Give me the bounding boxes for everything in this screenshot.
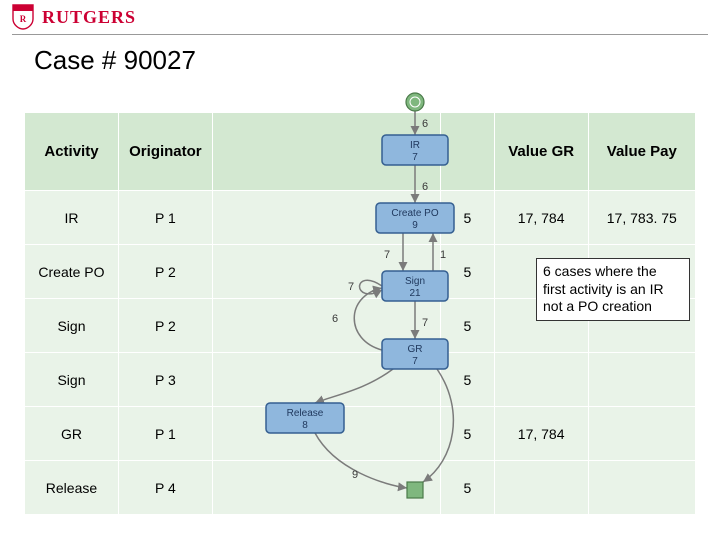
- cell-activity: GR: [25, 407, 119, 461]
- col-value-pay: Value Pay: [588, 113, 695, 191]
- rutgers-shield-icon: R: [12, 4, 34, 30]
- brand-wordmark: RUTGERS: [42, 7, 136, 28]
- cell-partial: 5: [441, 191, 495, 245]
- cell-value_pay: [588, 353, 695, 407]
- cell-value_pay: 17, 783. 75: [588, 191, 695, 245]
- cell-activity: Release: [25, 461, 119, 515]
- cell-originator: P 2: [118, 245, 212, 299]
- col-value-gr: Value GR: [494, 113, 588, 191]
- cell-spacer: [212, 461, 440, 515]
- cell-value_pay: [588, 461, 695, 515]
- cell-originator: P 1: [118, 191, 212, 245]
- header-divider: [12, 34, 708, 35]
- cell-originator: P 4: [118, 461, 212, 515]
- col-partial: [441, 113, 495, 191]
- col-spacer: [212, 113, 440, 191]
- col-activity: Activity: [25, 113, 119, 191]
- cell-activity: Create PO: [25, 245, 119, 299]
- flow-start-icon: [406, 93, 424, 111]
- cell-value_gr: [494, 353, 588, 407]
- col-originator: Originator: [118, 113, 212, 191]
- cell-spacer: [212, 407, 440, 461]
- cell-value_gr: [494, 461, 588, 515]
- svg-text:R: R: [20, 14, 27, 24]
- cell-partial: 5: [441, 353, 495, 407]
- cell-spacer: [212, 191, 440, 245]
- cell-partial: 5: [441, 407, 495, 461]
- brand-header: R RUTGERS: [0, 0, 720, 32]
- cell-partial: 5: [441, 245, 495, 299]
- cell-partial: 5: [441, 299, 495, 353]
- cell-originator: P 3: [118, 353, 212, 407]
- page-title: Case # 90027: [34, 45, 720, 76]
- table-header-row: Activity Originator Value GR Value Pay: [25, 113, 696, 191]
- cell-partial: 5: [441, 461, 495, 515]
- cell-activity: IR: [25, 191, 119, 245]
- cell-originator: P 2: [118, 299, 212, 353]
- cell-spacer: [212, 299, 440, 353]
- table-row: ReleaseP 4 5: [25, 461, 696, 515]
- cell-spacer: [212, 353, 440, 407]
- cell-value_pay: [588, 407, 695, 461]
- cell-spacer: [212, 245, 440, 299]
- cell-value_gr: 17, 784: [494, 191, 588, 245]
- table-row: SignP 3 5: [25, 353, 696, 407]
- cell-activity: Sign: [25, 299, 119, 353]
- table-row: IRP 1 517, 78417, 783. 75: [25, 191, 696, 245]
- callout-note: 6 cases where the first activity is an I…: [536, 258, 690, 321]
- cell-value_gr: 17, 784: [494, 407, 588, 461]
- cell-activity: Sign: [25, 353, 119, 407]
- cell-originator: P 1: [118, 407, 212, 461]
- table-row: GRP 1 517, 784: [25, 407, 696, 461]
